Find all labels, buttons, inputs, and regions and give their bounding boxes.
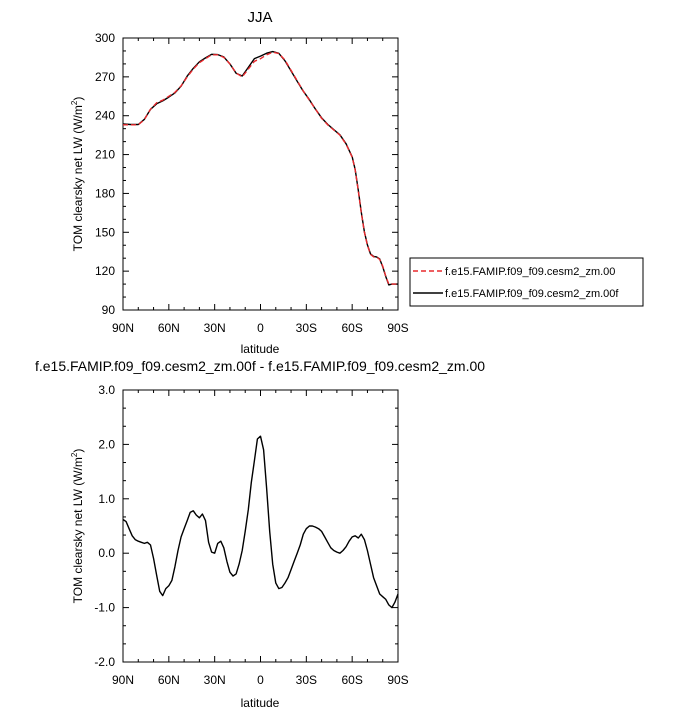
legend: f.e15.FAMIP.f09_f09.cesm2_zm.00 f.e15.FA… bbox=[409, 257, 644, 307]
top-chart-xlabel: latitude bbox=[241, 342, 280, 356]
legend-label-1: f.e15.FAMIP.f09_f09.cesm2_zm.00f bbox=[445, 288, 619, 300]
bottom-chart-xtick-label: 30S bbox=[296, 673, 317, 687]
top-chart-ylabel-sup: 2 bbox=[70, 100, 79, 105]
bottom-chart-series bbox=[122, 435, 399, 609]
legend-box bbox=[409, 257, 644, 307]
bottom-chart-xtick-label: 90S bbox=[387, 673, 408, 687]
top-chart-ytick-label: 210 bbox=[95, 148, 115, 162]
bottom-chart-ytick-label: 0.0 bbox=[98, 546, 115, 560]
bottom-chart-ytick-label: -1.0 bbox=[94, 601, 115, 615]
bottom-chart-ytick-label: 1.0 bbox=[98, 492, 115, 506]
bottom-chart-xtick-label: 90N bbox=[112, 673, 134, 687]
top-chart-axes: 300 270 240 210 180 150 120 90 90N 60N 30N 0 30S 60S 9… bbox=[95, 31, 409, 335]
top-chart-series-line-0 bbox=[123, 51, 398, 285]
top-chart-ytick-label: 300 bbox=[95, 31, 115, 45]
bottom-chart-ylabel-main: TOM clearsky net LW (W/m bbox=[71, 457, 85, 603]
top-chart-xtick-label: 30S bbox=[296, 321, 317, 335]
top-chart-xtick-label: 90S bbox=[387, 321, 408, 335]
top-chart-series-line-1 bbox=[122, 50, 398, 286]
top-chart-xtick-label: 90N bbox=[112, 321, 134, 335]
top-chart-series bbox=[122, 50, 398, 286]
bottom-chart-xtick-label: 0 bbox=[257, 673, 264, 687]
bottom-chart-ytick-label: 3.0 bbox=[98, 383, 115, 397]
top-chart-ytick-label: 120 bbox=[95, 264, 115, 278]
bottom-chart-ytick-label: -2.0 bbox=[94, 655, 115, 669]
top-chart-ytick-label: 270 bbox=[95, 70, 115, 84]
bottom-chart-ytick-label: 2.0 bbox=[98, 437, 115, 451]
top-chart-ytick-label: 240 bbox=[95, 109, 115, 123]
bottom-chart-axes: 3.0 2.0 1.0 0.0 -1.0 -2.0 90N 60N 30N 0 30S 60S 90S bbox=[94, 383, 408, 687]
bottom-chart-ylabel: TOM clearsky net LW (W/m2) bbox=[70, 449, 85, 604]
bottom-chart-ylabel-end: ) bbox=[71, 449, 85, 453]
top-chart: JJA 300 270 240 210 180 150 120 90 90N 60N 30N 0 30S… bbox=[70, 9, 644, 356]
legend-label-0: f.e15.FAMIP.f09_f09.cesm2_zm.00 bbox=[445, 266, 615, 278]
top-chart-frame bbox=[122, 37, 399, 311]
bottom-chart: f.e15.FAMIP.f09_f09.cesm2_zm.00f - f.e15… bbox=[35, 358, 485, 710]
top-chart-title: JJA bbox=[247, 9, 272, 26]
top-chart-xtick-label: 30N bbox=[204, 321, 226, 335]
bottom-chart-xtick-label: 60N bbox=[158, 673, 180, 687]
bottom-chart-xlabel: latitude bbox=[241, 696, 280, 710]
bottom-chart-title: f.e15.FAMIP.f09_f09.cesm2_zm.00f - f.e15… bbox=[35, 358, 485, 374]
top-chart-xtick-label: 60S bbox=[341, 321, 362, 335]
bottom-chart-series-line-0 bbox=[122, 435, 399, 609]
top-chart-ylabel-main: TOM clearsky net LW (W/m bbox=[71, 105, 85, 251]
bottom-chart-ylabel-sup: 2 bbox=[70, 452, 79, 457]
top-chart-ylabel-end: ) bbox=[71, 97, 85, 101]
bottom-chart-frame bbox=[122, 389, 399, 663]
top-chart-ylabel: TOM clearsky net LW (W/m2) bbox=[70, 97, 85, 252]
top-chart-ytick-label: 150 bbox=[95, 225, 115, 239]
top-chart-xtick-label: 0 bbox=[257, 321, 264, 335]
top-chart-ytick-label: 180 bbox=[95, 186, 115, 200]
top-chart-xtick-label: 60N bbox=[158, 321, 180, 335]
top-chart-ytick-label: 90 bbox=[102, 303, 116, 317]
bottom-chart-xtick-label: 30N bbox=[204, 673, 226, 687]
bottom-chart-xtick-label: 60S bbox=[341, 673, 362, 687]
